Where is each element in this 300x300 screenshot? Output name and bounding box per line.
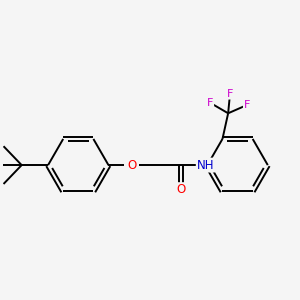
- Text: F: F: [244, 100, 250, 110]
- Text: F: F: [207, 98, 213, 108]
- Text: NH: NH: [197, 159, 214, 172]
- Text: O: O: [176, 183, 186, 196]
- Text: F: F: [227, 88, 233, 99]
- Text: O: O: [127, 159, 136, 172]
